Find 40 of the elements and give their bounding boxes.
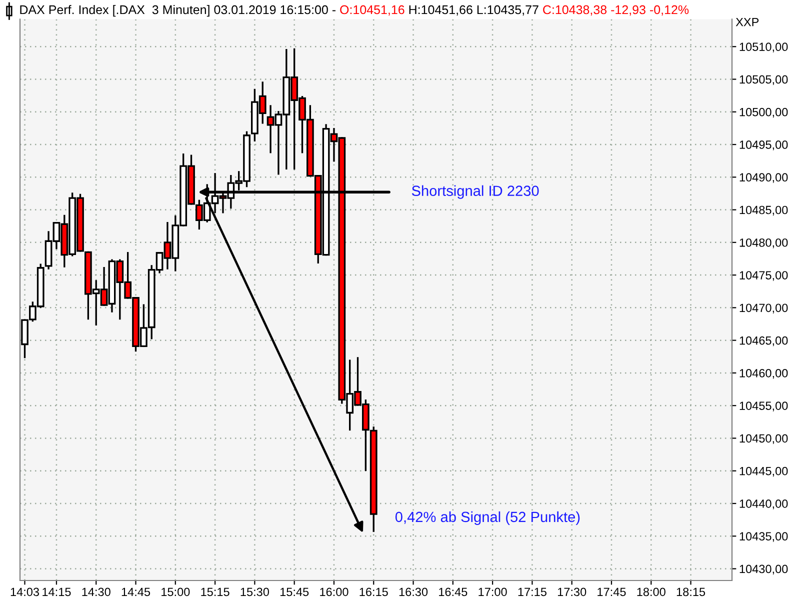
y-tick-label: 10460,00 bbox=[740, 368, 788, 379]
x-tick-label: 17:00 bbox=[478, 588, 507, 596]
y-tick-label: 10435,00 bbox=[740, 532, 788, 542]
y-tick-label: 10465,00 bbox=[740, 336, 788, 346]
y-tick-label: 10485,00 bbox=[740, 206, 788, 216]
x-tick-label: 16:30 bbox=[399, 588, 428, 596]
chart-subtitle: O:10451,16 H:10451,66 L:10435,77 C:10438,38 -12,93 -0,12% bbox=[340, 5, 689, 16]
annotation: 0,42% ab Signal (52 Punkte) bbox=[395, 511, 580, 525]
x-tick-label: 15:00 bbox=[162, 588, 190, 596]
x-tick-label: 15:15 bbox=[201, 588, 230, 596]
y-tick-label: 10495,00 bbox=[740, 140, 788, 150]
y-tick-label: 10500,00 bbox=[740, 108, 788, 118]
chart-title: DAX Perf. Index [.DAX 3 Minuten] 03.01.2019 16:15:00 - bbox=[20, 4, 336, 17]
y-tick-label: 10480,00 bbox=[740, 238, 788, 248]
x-tick-label: 14:30 bbox=[82, 588, 110, 596]
x-tick-label: 14:03 bbox=[10, 588, 40, 596]
annotation: Shortsignal ID 2230 bbox=[412, 185, 539, 199]
x-tick-label: 14:15 bbox=[42, 588, 71, 596]
y-tick-label: 10475,00 bbox=[740, 271, 788, 281]
y-tick-label: 10450,00 bbox=[740, 434, 788, 444]
y-tick-label: 10505,00 bbox=[740, 75, 788, 86]
x-tick-label: 16:15 bbox=[360, 588, 388, 596]
x-tick-label: 17:45 bbox=[598, 588, 626, 596]
x-tick-label: 16:45 bbox=[439, 588, 468, 596]
x-tick-label: 15:45 bbox=[280, 588, 309, 596]
x-tick-label: 14:45 bbox=[122, 588, 150, 596]
x-tick-label: 18:15 bbox=[676, 588, 706, 596]
y-tick-label: 10510,00 bbox=[740, 42, 788, 52]
x-tick-label: 15:30 bbox=[240, 588, 269, 596]
y-tick-label: 10470,00 bbox=[740, 304, 788, 314]
x-tick-label: 17:30 bbox=[558, 588, 586, 596]
x-tick-label: 17:15 bbox=[518, 588, 546, 596]
y-tick-label: 10445,00 bbox=[740, 466, 788, 477]
y-tick-label: 10440,00 bbox=[740, 500, 788, 510]
y-tick-label: 10430,00 bbox=[740, 564, 788, 575]
x-tick-label: 16:00 bbox=[320, 588, 348, 596]
y-tick-label: 10490,00 bbox=[740, 173, 788, 183]
y-axis-title: XXP bbox=[736, 18, 759, 26]
x-tick-label: 18:00 bbox=[637, 588, 666, 596]
y-tick-label: 10455,00 bbox=[740, 402, 788, 412]
